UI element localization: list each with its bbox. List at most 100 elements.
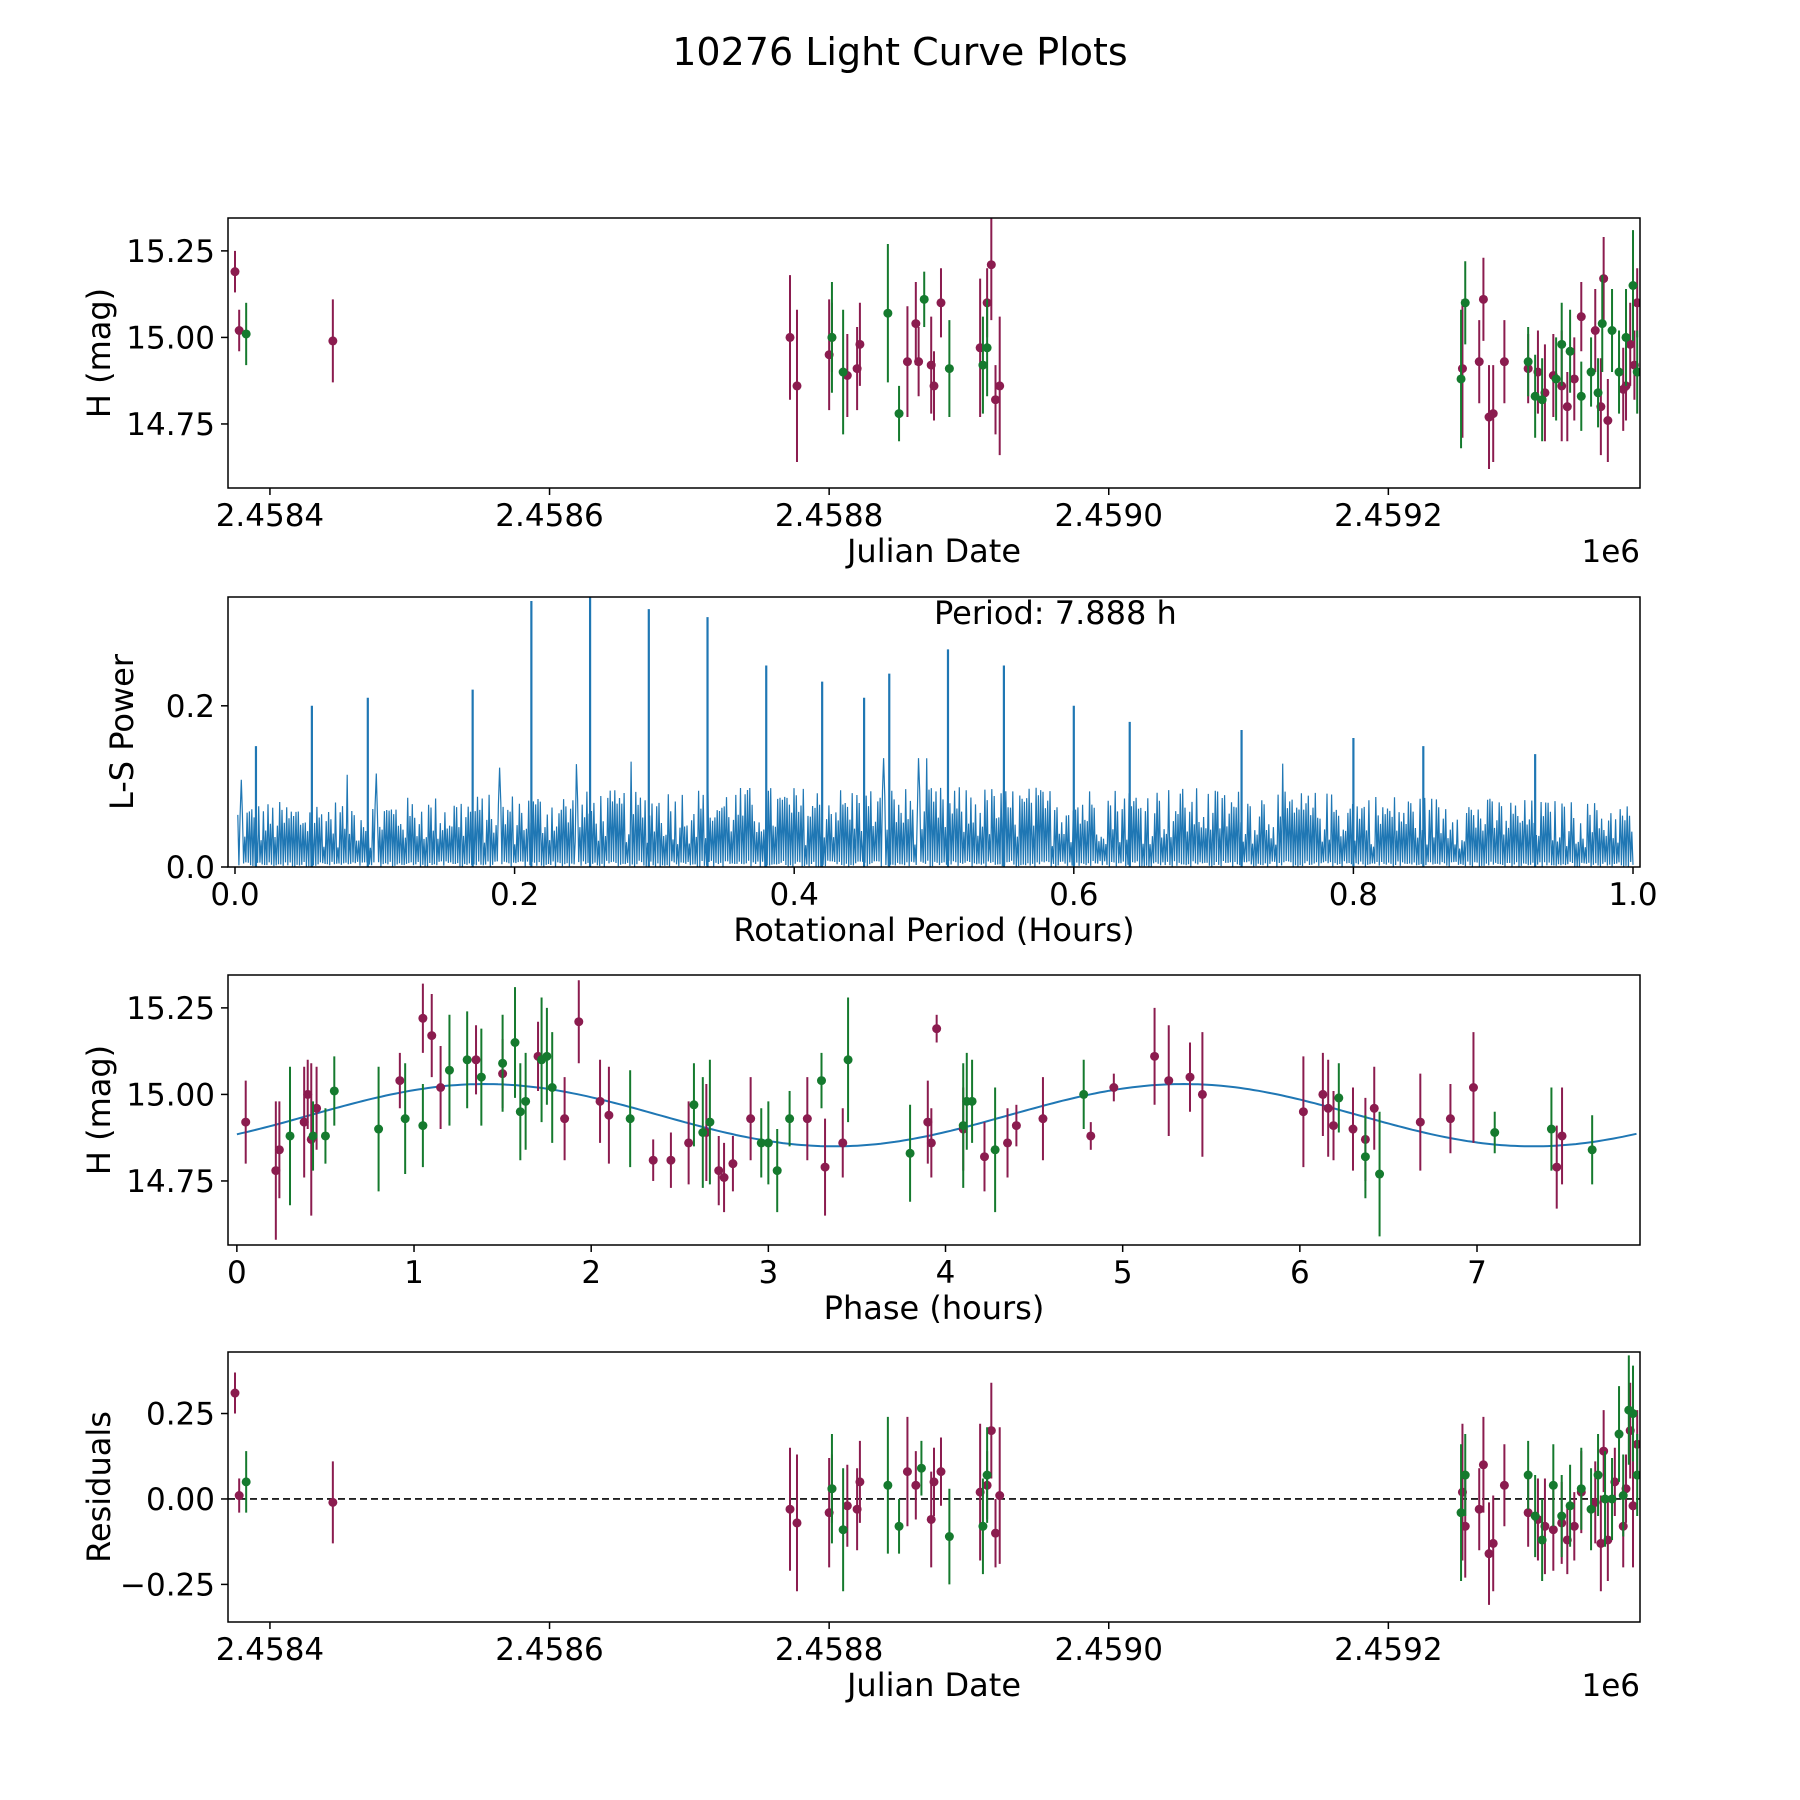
y-tick-label: −0.25 xyxy=(120,1567,215,1603)
y-tick-label: 0.25 xyxy=(146,1397,215,1433)
x-offset-text: 1e6 xyxy=(1581,534,1640,570)
data-point-red xyxy=(328,1497,338,1507)
data-point-green xyxy=(838,1525,848,1535)
data-point-red xyxy=(923,1117,933,1127)
data-point-red xyxy=(911,319,921,329)
data-point-red xyxy=(1185,1072,1195,1082)
y-tick-label: 14.75 xyxy=(126,407,215,443)
data-point-red xyxy=(471,1055,481,1065)
data-point-green xyxy=(978,360,988,370)
data-point-red xyxy=(1150,1051,1160,1061)
x-tick-label: 7 xyxy=(1467,1255,1487,1291)
data-point-green xyxy=(944,1532,954,1542)
data-point-red xyxy=(1323,1103,1333,1113)
data-point-green xyxy=(1576,1484,1586,1494)
y-tick-label: 15.25 xyxy=(126,991,215,1027)
data-point-red xyxy=(855,339,865,349)
data-point-green xyxy=(462,1055,472,1065)
data-point-red xyxy=(303,1089,313,1099)
data-point-red xyxy=(1474,357,1484,367)
data-point-red xyxy=(560,1114,570,1124)
data-point-red xyxy=(1038,1114,1048,1124)
data-point-green xyxy=(444,1065,454,1075)
x-axis-label: Phase (hours) xyxy=(824,1289,1045,1327)
data-point-green xyxy=(285,1131,295,1141)
data-point-green xyxy=(1490,1128,1500,1137)
data-point-red xyxy=(995,1491,1005,1501)
x-tick-label: 0.6 xyxy=(1049,877,1098,913)
data-point-green xyxy=(1586,1504,1596,1514)
data-point-red xyxy=(271,1166,281,1176)
x-tick-label: 2.4590 xyxy=(1055,498,1163,534)
data-point-green xyxy=(894,1521,904,1531)
data-point-red xyxy=(926,1514,936,1524)
data-point-red xyxy=(1499,357,1509,367)
data-point-green xyxy=(1614,1429,1624,1439)
x-tick-label: 6 xyxy=(1290,1255,1310,1291)
data-point-green xyxy=(978,1521,988,1531)
data-point-red xyxy=(1484,1549,1494,1559)
x-tick-label: 4 xyxy=(936,1255,956,1291)
data-point-green xyxy=(1607,1494,1617,1504)
figure-title: 10276 Light Curve Plots xyxy=(672,30,1127,74)
data-point-red xyxy=(1003,1138,1013,1148)
data-point-red xyxy=(785,332,795,342)
data-point-red xyxy=(241,1117,251,1127)
data-point-green xyxy=(1593,388,1603,398)
data-point-green xyxy=(1456,1508,1466,1518)
data-point-red xyxy=(929,1477,939,1487)
data-point-red xyxy=(1499,1480,1509,1490)
data-point-red xyxy=(936,1467,946,1477)
data-point-green xyxy=(547,1083,557,1092)
plot-area-phase xyxy=(236,980,1637,1240)
data-point-green xyxy=(1628,1409,1638,1419)
data-point-green xyxy=(1375,1169,1385,1179)
data-point-red xyxy=(936,298,946,308)
data-point-green xyxy=(498,1058,508,1068)
panel-periodogram: 0.0 0.2 0.4 0.6 0.8 1.0 0.0 0.2 Rotational Perio… xyxy=(103,594,1658,949)
data-point-green xyxy=(1548,1480,1558,1490)
x-tick-label: 2.4588 xyxy=(775,1632,883,1668)
data-point-red xyxy=(299,1117,309,1127)
periodogram-line xyxy=(237,758,1634,867)
data-point-red xyxy=(1596,1538,1606,1548)
data-point-green xyxy=(400,1114,410,1124)
x-tick-label: 0.2 xyxy=(490,877,539,913)
data-point-green xyxy=(1621,332,1631,342)
data-point-green xyxy=(1523,1470,1533,1480)
data-point-red xyxy=(932,1024,942,1034)
panels: 2.4584 2.4586 2.4588 2.4590 2.4592 14.75 15.00… xyxy=(80,217,1658,1704)
data-point-green xyxy=(1587,1145,1597,1155)
data-point-green xyxy=(1460,298,1470,308)
data-point-green xyxy=(894,409,904,419)
data-point-red xyxy=(274,1145,284,1155)
data-point-red xyxy=(1590,326,1600,335)
data-point-green xyxy=(883,1480,893,1490)
data-point-green xyxy=(329,1086,339,1096)
x-tick-label: 0.4 xyxy=(770,877,819,913)
data-point-red xyxy=(230,1388,240,1398)
data-point-red xyxy=(792,1518,802,1528)
data-point-green xyxy=(1628,281,1638,290)
data-point-red xyxy=(914,357,924,367)
data-point-green xyxy=(982,343,992,353)
data-point-red xyxy=(418,1013,428,1023)
data-point-red xyxy=(802,1114,812,1124)
data-point-red xyxy=(1599,1446,1609,1456)
data-point-green xyxy=(1600,1494,1610,1504)
data-point-red xyxy=(1164,1076,1174,1086)
data-point-green xyxy=(838,367,848,377)
data-point-green xyxy=(827,332,837,342)
x-tick-label: 2 xyxy=(581,1255,601,1291)
data-point-red xyxy=(1329,1121,1339,1131)
data-point-green xyxy=(308,1131,318,1141)
data-point-red xyxy=(719,1173,729,1182)
data-point-red xyxy=(1460,1521,1470,1531)
data-point-green xyxy=(698,1128,708,1137)
data-point-red xyxy=(995,381,1005,391)
data-point-green xyxy=(772,1166,782,1176)
data-point-red xyxy=(1569,1521,1579,1531)
data-point-red xyxy=(1348,1124,1358,1134)
y-tick-label: 15.00 xyxy=(126,1077,215,1113)
